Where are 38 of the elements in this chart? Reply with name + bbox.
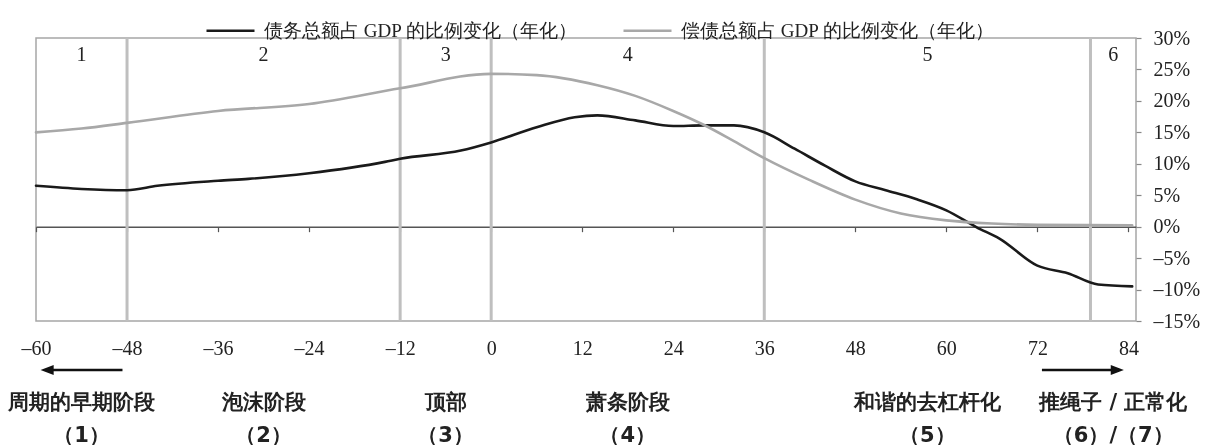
y-tick-label: 25% (1153, 57, 1191, 80)
annotation: 3 (440, 43, 451, 65)
x-tick-label: –36 (202, 336, 234, 359)
y-tick-label: 30% (1153, 26, 1191, 49)
annotation: 1 (76, 43, 87, 65)
x-tick-label: 72 (1027, 336, 1048, 359)
x-tick-label: –60 (20, 336, 52, 359)
x-tick-label: 60 (936, 336, 957, 359)
x-tick-label: 12 (572, 336, 593, 359)
text: 推绳子 / 正常化 (1038, 390, 1189, 414)
x-tick-label: –12 (384, 336, 416, 359)
annotation: 2 (258, 43, 269, 65)
x-tick-label: –48 (111, 336, 143, 359)
line-series (34, 114, 1134, 288)
legend-label: 债务总额占 GDP 的比例变化（年化） (264, 19, 577, 41)
legend-label: 偿债总额占 GDP 的比例变化（年化） (681, 19, 994, 41)
x-tick-label: 48 (845, 336, 866, 359)
y-tick-label: 5% (1153, 183, 1181, 206)
x-tick-label: –24 (293, 336, 325, 359)
annotation: 6 (1108, 43, 1119, 65)
y-tick-label: –15% (1152, 309, 1201, 332)
x-tick-label: 36 (754, 336, 775, 359)
annotation: 5 (922, 43, 933, 65)
y-tick-label: 0% (1153, 215, 1181, 238)
text: 周期的早期阶段 (7, 390, 157, 414)
y-tick-label: –5% (1152, 246, 1191, 269)
y-tick-label: 15% (1153, 120, 1191, 143)
text: 萧条阶段 (584, 390, 671, 414)
x-tick-label: 24 (663, 336, 684, 359)
y-tick-label: 10% (1153, 152, 1191, 175)
annotation: 4 (622, 43, 633, 65)
y-tick-label: 20% (1153, 89, 1191, 112)
text: 顶部 (423, 390, 467, 414)
text: 和谐的去杠杆化 (852, 390, 1002, 414)
text: 泡沫阶段 (220, 390, 307, 414)
x-tick-label: 84 (1118, 336, 1139, 359)
x-tick-label: 0 (486, 336, 497, 359)
y-tick-label: –10% (1152, 278, 1201, 301)
